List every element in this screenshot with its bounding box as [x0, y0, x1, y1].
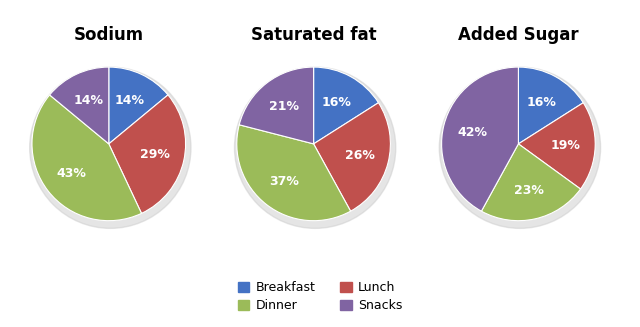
- Ellipse shape: [234, 67, 396, 228]
- Text: 14%: 14%: [74, 94, 104, 107]
- Ellipse shape: [29, 67, 191, 228]
- Text: 42%: 42%: [457, 126, 487, 139]
- Wedge shape: [518, 67, 583, 144]
- Title: Added Sugar: Added Sugar: [458, 26, 579, 43]
- Title: Saturated fat: Saturated fat: [251, 26, 376, 43]
- Ellipse shape: [439, 67, 600, 228]
- Text: 16%: 16%: [527, 96, 556, 109]
- Wedge shape: [518, 103, 595, 189]
- Text: 19%: 19%: [551, 139, 581, 152]
- Text: 14%: 14%: [114, 94, 144, 107]
- Wedge shape: [109, 67, 168, 144]
- Text: 26%: 26%: [345, 149, 374, 162]
- Text: 23%: 23%: [514, 184, 544, 197]
- Wedge shape: [32, 95, 141, 221]
- Wedge shape: [239, 67, 314, 144]
- Wedge shape: [442, 67, 518, 211]
- Title: Sodium: Sodium: [74, 26, 144, 43]
- Wedge shape: [50, 67, 109, 144]
- Text: 37%: 37%: [269, 175, 300, 188]
- Text: 29%: 29%: [140, 148, 170, 161]
- Text: 21%: 21%: [269, 100, 300, 113]
- Text: 16%: 16%: [322, 96, 351, 109]
- Wedge shape: [237, 125, 351, 221]
- Wedge shape: [314, 67, 378, 144]
- Wedge shape: [314, 103, 390, 211]
- Wedge shape: [109, 95, 186, 214]
- Text: 43%: 43%: [56, 166, 86, 180]
- Wedge shape: [481, 144, 580, 221]
- Legend: Breakfast, Dinner, Lunch, Snacks: Breakfast, Dinner, Lunch, Snacks: [233, 277, 407, 318]
